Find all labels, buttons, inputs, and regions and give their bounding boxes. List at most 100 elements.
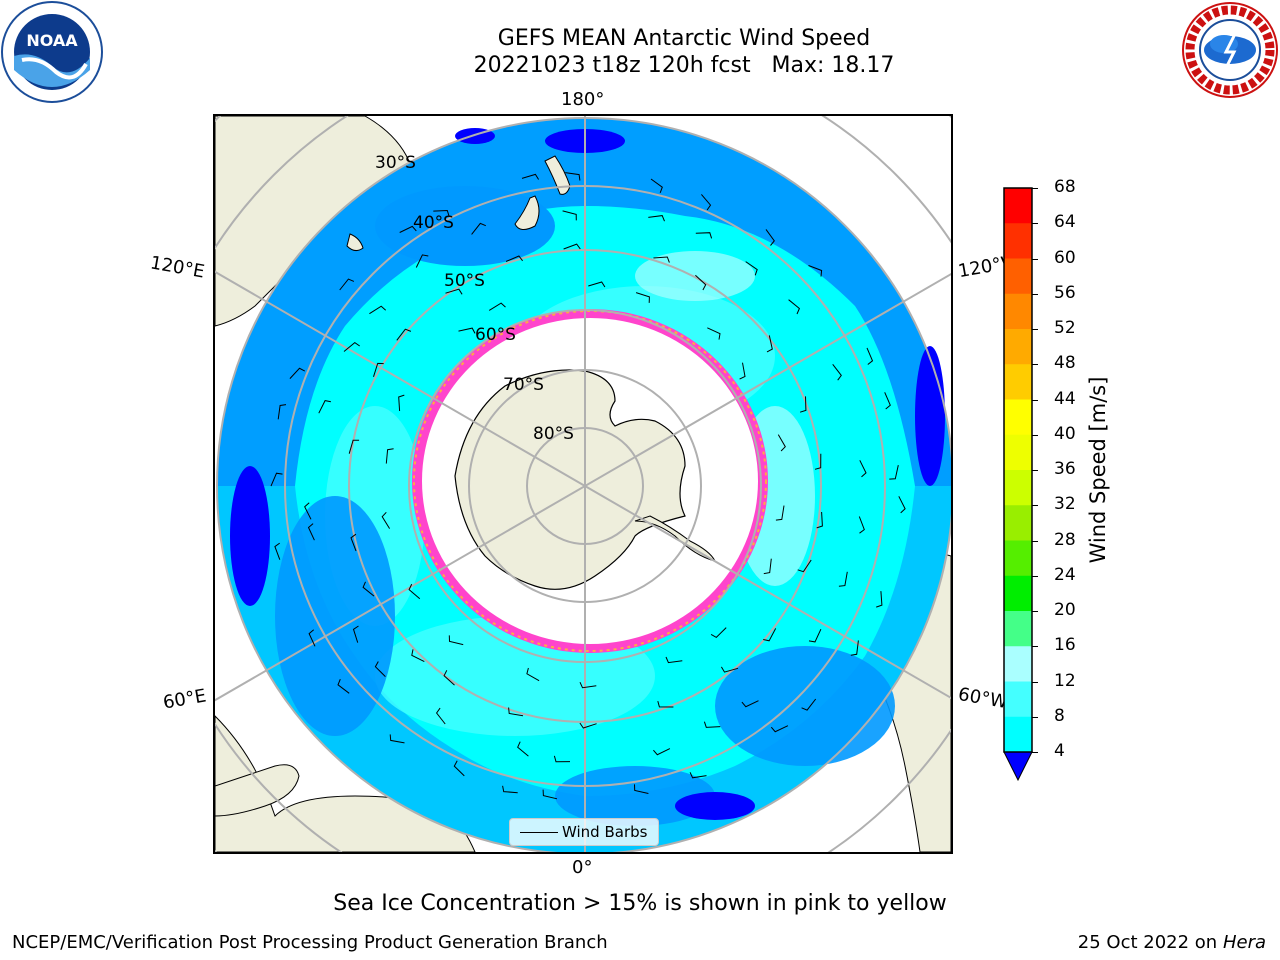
madagascar-land bbox=[215, 764, 300, 817]
colorbar-tick-mark bbox=[1032, 470, 1038, 471]
colorbar-tick-mark bbox=[1032, 540, 1038, 542]
wind-barb bbox=[471, 222, 486, 235]
colorbar-tick-mark bbox=[1032, 611, 1038, 612]
colorbar-cell bbox=[1004, 223, 1032, 259]
wind-barb bbox=[542, 789, 558, 800]
map-canvas bbox=[215, 116, 951, 852]
legend-label: Wind Barbs bbox=[562, 823, 648, 841]
colorbar-tick-label: 32 bbox=[1054, 494, 1076, 515]
colorbar-tick-label: 56 bbox=[1054, 282, 1076, 303]
wind-barb bbox=[369, 305, 387, 315]
wind-barb bbox=[339, 278, 355, 291]
colorbar-tick-label: 60 bbox=[1054, 247, 1076, 268]
wind-barb bbox=[763, 558, 772, 575]
wind-barb bbox=[777, 434, 786, 452]
wind-barb bbox=[277, 404, 287, 420]
wind-barb bbox=[701, 194, 712, 211]
colorbar-tick-mark bbox=[1032, 364, 1038, 366]
wind-barb bbox=[634, 784, 649, 794]
wind-barb bbox=[517, 741, 529, 757]
wind-barb bbox=[289, 367, 306, 379]
colorbar-tick-mark bbox=[1032, 293, 1038, 295]
colorbar-tick-label: 64 bbox=[1054, 212, 1076, 233]
colorbar-label: Wind Speed [m/s] bbox=[1086, 376, 1110, 564]
lon-label-120e: 120°E bbox=[148, 252, 207, 283]
colorbar bbox=[1003, 187, 1033, 782]
wind-barb bbox=[579, 681, 597, 689]
wind-barb bbox=[505, 255, 523, 262]
wind-barb bbox=[635, 292, 650, 303]
lat-label-70s: 70°S bbox=[503, 375, 544, 395]
wind-barb bbox=[689, 772, 707, 779]
wind-barb bbox=[898, 496, 906, 514]
chart-title: GEFS MEAN Antarctic Wind Speed bbox=[497, 26, 871, 51]
wind-barb bbox=[508, 707, 524, 717]
wind-barb bbox=[799, 396, 807, 413]
wind-barb bbox=[458, 327, 476, 334]
wind-barb bbox=[707, 327, 721, 340]
colorbar-cell bbox=[1004, 716, 1032, 753]
footer-host: Hera bbox=[1222, 932, 1266, 953]
wind-barb bbox=[502, 785, 518, 794]
colorbar-tick-mark bbox=[1032, 258, 1038, 260]
wind-barb bbox=[816, 511, 823, 529]
wind-barb bbox=[814, 453, 822, 470]
noaa-logo-text: NOAA bbox=[26, 31, 78, 50]
wind-barb bbox=[521, 173, 540, 180]
wind-barb bbox=[318, 400, 332, 414]
wind-barb bbox=[553, 755, 571, 763]
wind-barb bbox=[415, 254, 429, 268]
colorbar-tick-mark bbox=[1032, 223, 1038, 225]
wind-barb bbox=[657, 700, 674, 708]
colorbar-tick-mark bbox=[1032, 752, 1038, 753]
lat-label-60s: 60°S bbox=[475, 325, 516, 345]
wind-barb bbox=[653, 256, 670, 263]
wind-barb bbox=[563, 243, 581, 250]
wind-barb bbox=[362, 581, 375, 597]
colorbar-tick-mark bbox=[1032, 434, 1038, 436]
lat-label-40s: 40°S bbox=[413, 213, 454, 233]
wind-barb bbox=[838, 571, 848, 587]
lon-label-180: 180° bbox=[561, 89, 605, 110]
colorbar-cell bbox=[1004, 646, 1032, 682]
wind-barb bbox=[448, 635, 464, 646]
wind-barb bbox=[801, 698, 817, 711]
wind-barb bbox=[308, 629, 316, 647]
colorbar-tick-label: 16 bbox=[1054, 635, 1076, 656]
wind-barb bbox=[398, 394, 405, 412]
colorbar-tick-mark bbox=[1032, 329, 1038, 330]
colorbar-cell bbox=[1004, 258, 1032, 295]
colorbar-cell bbox=[1004, 188, 1032, 224]
wind-barb bbox=[770, 725, 789, 733]
nws-logo bbox=[1178, 0, 1280, 100]
legend-wind-barb-line bbox=[520, 832, 558, 833]
colorbar-tick-mark bbox=[1032, 716, 1038, 718]
wind-barb bbox=[695, 232, 713, 239]
colorbar-tick-label: 40 bbox=[1054, 423, 1076, 444]
colorbar-tick-label: 20 bbox=[1054, 600, 1076, 620]
colorbar-cell bbox=[1004, 364, 1032, 400]
colorbar-cell bbox=[1004, 399, 1032, 436]
wind-barb bbox=[526, 667, 540, 682]
wind-barb bbox=[337, 679, 350, 694]
colorbar-cell bbox=[1004, 293, 1032, 330]
wind-barb bbox=[808, 265, 823, 277]
wind-barb bbox=[832, 363, 842, 381]
colorbar-tick-label: 48 bbox=[1054, 353, 1076, 374]
colorbar-cell bbox=[1004, 434, 1032, 471]
wind-barb bbox=[579, 722, 597, 729]
wind-barb bbox=[720, 666, 739, 673]
wind-barb bbox=[453, 760, 465, 777]
wind-barb bbox=[274, 542, 281, 560]
wind-barb bbox=[411, 649, 425, 663]
colorbar-tick-mark bbox=[1032, 646, 1038, 648]
wind-barb bbox=[435, 707, 446, 725]
colorbar-tick-label: 4 bbox=[1054, 741, 1065, 761]
wind-barb bbox=[307, 523, 315, 541]
colorbar-cell bbox=[1004, 470, 1032, 506]
wind-barb bbox=[389, 734, 405, 744]
caption: Sea Ice Concentration > 15% is shown in … bbox=[333, 891, 947, 916]
wind-barb bbox=[859, 460, 867, 478]
lat-label-80s: 80°S bbox=[533, 424, 574, 444]
wind-barb bbox=[763, 628, 777, 642]
